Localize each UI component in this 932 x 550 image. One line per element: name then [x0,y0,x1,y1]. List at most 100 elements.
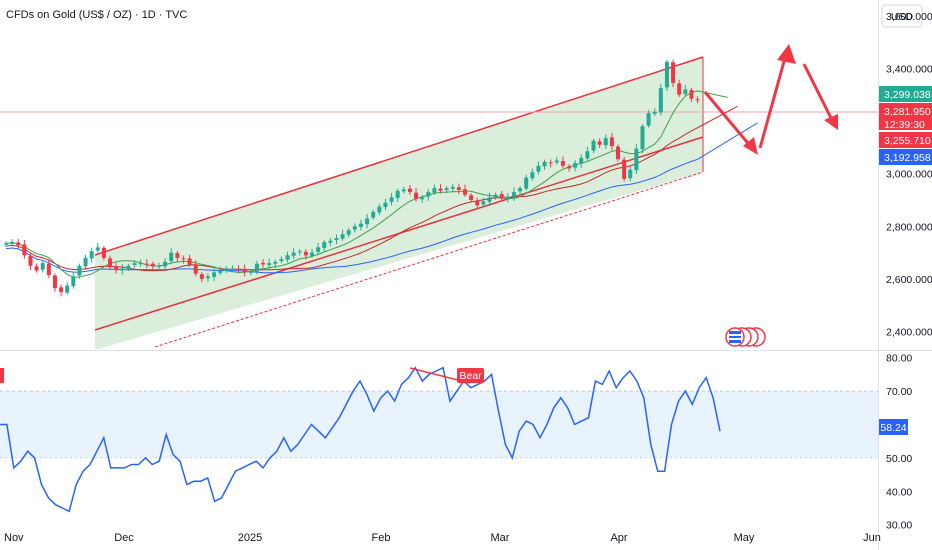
candle-body[interactable] [695,99,700,101]
candle-body[interactable] [634,148,639,171]
channel-dotted-line[interactable] [154,171,704,348]
economic-events-icon[interactable] [725,327,766,347]
candle-body[interactable] [640,126,645,150]
candle-body[interactable] [138,263,143,265]
candle-body[interactable] [310,252,314,256]
candle-body[interactable] [40,263,45,270]
candle-body[interactable] [395,190,400,198]
candle-body[interactable] [108,258,113,268]
candle-body[interactable] [597,141,602,145]
candle-body[interactable] [46,263,51,275]
candle-body[interactable] [199,274,204,279]
price-axis[interactable]: 3,600.000 3,400.000 3,000.000 2,800.000 2,60… [886,11,932,339]
candle-body[interactable] [646,113,651,126]
candle-body[interactable] [383,202,388,208]
candle-body[interactable] [4,243,8,245]
candle-body[interactable] [352,226,357,230]
candle-body[interactable] [554,160,559,163]
candle-body[interactable] [444,188,449,190]
candle-body[interactable] [52,275,57,289]
candle-body[interactable] [303,251,308,256]
candle-body[interactable] [65,285,70,293]
candle-body[interactable] [248,271,253,273]
time-axis[interactable]: Nov Dec 2025 Feb Mar Apr May Jun [4,532,881,544]
candle-body[interactable] [463,189,467,195]
candle-body[interactable] [499,193,504,199]
candle-body[interactable] [297,251,302,253]
candle-body[interactable] [530,172,535,179]
candle-body[interactable] [628,169,633,179]
candle-body[interactable] [622,159,627,179]
forecast-arrows[interactable] [703,44,838,155]
candle-body[interactable] [157,265,161,267]
candle-body[interactable] [346,230,351,235]
candle-body[interactable] [616,146,620,160]
rsi-axis[interactable]: 80.00 70.00 50.00 40.00 30.00 [886,353,912,532]
candle-body[interactable] [89,251,94,259]
forecast-arrow-3[interactable] [802,63,834,121]
candle-body[interactable] [450,186,455,189]
channel-upper-line[interactable] [94,56,704,256]
candle-body[interactable] [126,265,131,269]
candle-body[interactable] [120,268,125,271]
bear-label[interactable]: Bear [457,368,484,383]
candle-body[interactable] [71,276,76,287]
candle-body[interactable] [401,189,406,192]
candle-body[interactable] [328,240,333,243]
candle-body[interactable] [273,261,278,264]
candle-body[interactable] [475,200,480,206]
candle-body[interactable] [591,140,596,151]
candle-body[interactable] [242,268,247,273]
candle-body[interactable] [438,188,443,191]
candle-body[interactable] [414,192,419,199]
candle-body[interactable] [548,162,553,164]
candle-body[interactable] [205,276,210,279]
candle-body[interactable] [230,268,235,270]
candle-body[interactable] [560,161,565,166]
candle-body[interactable] [28,255,33,266]
candle-body[interactable] [193,265,198,274]
candle-body[interactable] [420,197,425,200]
forecast-arrow-2[interactable] [758,57,787,149]
candle-body[interactable] [573,163,578,168]
candle-body[interactable] [34,266,39,271]
candle-body[interactable] [664,61,669,88]
candle-body[interactable] [285,255,290,260]
candle-body[interactable] [114,266,119,270]
forecast-arrow-1[interactable] [703,91,754,149]
candle-body[interactable] [236,268,241,270]
candle-body[interactable] [407,188,412,193]
candle-body[interactable] [224,268,229,271]
candle-body[interactable] [652,111,657,114]
candle-body[interactable] [132,263,137,265]
candle-body[interactable] [671,62,676,83]
candle-body[interactable] [22,244,27,256]
candle-body[interactable] [469,195,474,200]
candle-body[interactable] [77,265,82,276]
rsi-line[interactable] [0,366,721,513]
candle-body[interactable] [689,90,694,99]
candle-body[interactable] [175,253,180,258]
candle-body[interactable] [212,272,217,277]
candle-body[interactable] [101,247,106,258]
candle-body[interactable] [585,151,590,159]
candle-body[interactable] [340,234,345,239]
candle-body[interactable] [677,83,682,95]
candle-body[interactable] [59,287,64,293]
candle-body[interactable] [487,197,492,202]
candle-body[interactable] [567,166,572,169]
candle-body[interactable] [658,88,663,113]
candle-body[interactable] [432,188,437,193]
candlestick-series[interactable] [4,59,700,297]
candle-body[interactable] [95,247,100,251]
candle-body[interactable] [163,261,168,267]
candle-body[interactable] [536,165,541,172]
candle-body[interactable] [579,157,584,164]
candle-body[interactable] [261,262,266,265]
candle-body[interactable] [609,137,614,147]
candle-body[interactable] [371,211,376,218]
candle-body[interactable] [377,206,382,213]
candle-body[interactable] [493,194,498,198]
candle-body[interactable] [181,258,186,260]
candle-body[interactable] [316,247,321,252]
